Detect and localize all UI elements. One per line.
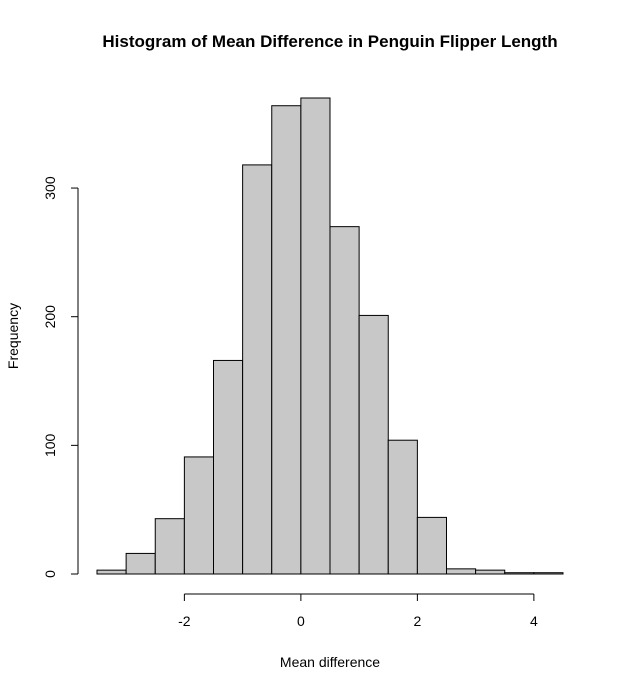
bars-group [96,97,564,575]
y-tick-label: 0 [42,570,58,578]
histogram-bar [300,97,331,575]
x-axis: -2 0 2 4 [178,593,538,629]
y-axis: 0 100 200 300 [42,176,79,578]
histogram-bar [504,572,535,575]
x-tick-label: 2 [413,613,421,629]
histogram-bar [358,314,389,575]
histogram-bar [96,569,127,575]
histogram-bar [213,359,244,575]
x-axis-label: Mean difference [280,654,380,670]
histogram-bar [154,518,185,575]
histogram-bar [183,456,214,575]
histogram-bar [387,439,418,575]
histogram-bar [416,516,447,575]
histogram-bar [125,552,156,575]
y-axis-label: Frequency [5,303,21,369]
histogram-bar [446,568,477,575]
histogram-bar [475,569,506,575]
x-tick-label: 4 [530,613,538,629]
histogram-bar [271,105,302,575]
histogram-bar [329,226,360,575]
y-tick-label: 300 [42,176,58,200]
y-tick-label: 100 [42,433,58,457]
x-tick-label: -2 [178,613,191,629]
histogram-bar [533,572,564,575]
chart-title: Histogram of Mean Difference in Penguin … [102,32,557,51]
y-tick-label: 200 [42,305,58,329]
histogram-bar [242,164,273,575]
x-tick-label: 0 [297,613,305,629]
